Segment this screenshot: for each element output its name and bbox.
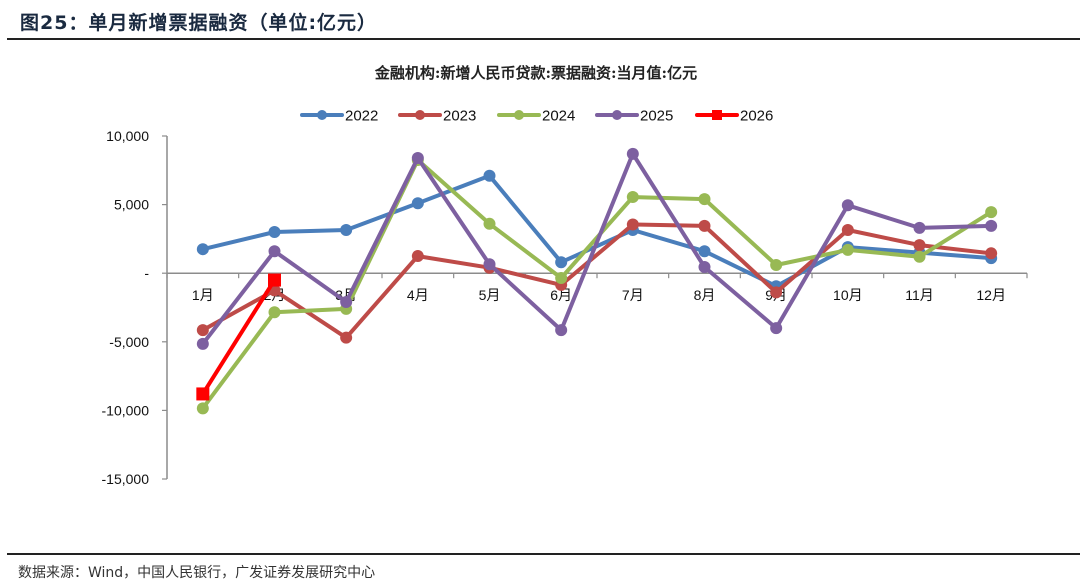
data-point <box>698 219 711 232</box>
data-point <box>555 256 568 269</box>
data-point <box>340 296 353 309</box>
data-point <box>698 193 711 206</box>
data-point <box>411 151 424 164</box>
data-point <box>268 306 281 319</box>
legend-item-2022: 2022 <box>300 108 378 125</box>
y-tick-label: -10,000 <box>102 402 150 418</box>
bottom-rule <box>7 553 1080 555</box>
y-tick-label: - <box>144 265 149 281</box>
data-point <box>411 250 424 263</box>
top-rule <box>7 38 1080 40</box>
data-point <box>770 258 783 271</box>
data-point <box>913 239 926 252</box>
data-point <box>913 221 926 234</box>
x-tick-label: 6月 <box>550 287 572 303</box>
x-tick-label: 4月 <box>407 287 429 303</box>
series-line-2026 <box>200 278 277 396</box>
legend-marker <box>317 110 327 120</box>
data-point <box>626 191 639 204</box>
series-2026 <box>196 273 281 401</box>
data-point <box>196 324 209 337</box>
data-point <box>196 243 209 256</box>
x-tick-label: 1月 <box>192 287 214 303</box>
series-layer <box>196 147 998 415</box>
x-tick-label: 11月 <box>905 287 934 303</box>
data-point <box>698 245 711 258</box>
x-tick-label: 12月 <box>976 287 1006 303</box>
figure-title: 图25：单月新增票据融资（单位:亿元） <box>20 12 378 34</box>
data-point <box>196 387 210 401</box>
data-point <box>841 243 854 256</box>
data-point <box>483 258 496 271</box>
data-point <box>268 245 281 258</box>
data-point <box>483 217 496 230</box>
x-tick-label: 10月 <box>833 287 863 303</box>
y-tick-label: -15,000 <box>102 471 150 487</box>
series-line-2022 <box>200 173 994 289</box>
data-point <box>985 206 998 219</box>
data-point <box>411 197 424 210</box>
data-point <box>913 250 926 263</box>
data-point <box>626 218 639 231</box>
data-point <box>985 247 998 260</box>
x-tick-label: 8月 <box>694 287 716 303</box>
legend-label: 2025 <box>640 108 673 125</box>
legend-marker <box>415 110 425 120</box>
data-point <box>196 337 209 350</box>
source-note: 数据来源：Wind，中国人民银行，广发证券发展研究中心 <box>18 565 376 581</box>
data-point <box>985 219 998 232</box>
legend-label: 2023 <box>443 108 476 125</box>
data-point <box>626 147 639 160</box>
data-point <box>698 261 711 274</box>
y-tick-label: 10,000 <box>106 128 149 144</box>
legend-label: 2024 <box>542 108 575 125</box>
chart-title: 金融机构:新增人民币贷款:票据融资:当月值:亿元 <box>374 64 697 82</box>
legend-label: 2026 <box>740 108 773 125</box>
x-tick-label: 7月 <box>622 287 644 303</box>
series-line-2023 <box>200 222 994 340</box>
data-point <box>841 223 854 236</box>
y-tick-label: -5,000 <box>109 334 149 350</box>
data-point <box>268 273 281 287</box>
data-point <box>770 286 783 299</box>
legend-item-2026: 2026 <box>695 108 773 125</box>
legend-marker <box>612 110 622 120</box>
data-point <box>841 199 854 212</box>
series-line-2025 <box>200 151 994 346</box>
series-2024 <box>196 154 998 415</box>
legend-item-2023: 2023 <box>398 108 476 125</box>
legend-marker <box>712 110 722 120</box>
legend: 2022 2023 2024 2025 2026 <box>300 108 773 125</box>
data-point <box>268 226 281 239</box>
data-point <box>340 223 353 236</box>
series-2025 <box>196 147 998 350</box>
legend-marker <box>514 110 524 120</box>
data-point <box>555 272 568 285</box>
data-point <box>555 324 568 337</box>
y-tick-label: 5,000 <box>114 197 149 213</box>
data-point <box>196 402 209 415</box>
legend-item-2024: 2024 <box>497 108 575 125</box>
legend-label: 2022 <box>345 108 378 125</box>
legend-item-2025: 2025 <box>595 108 673 125</box>
data-point <box>770 322 783 335</box>
data-point <box>483 169 496 182</box>
x-tick-label: 5月 <box>479 287 501 303</box>
data-point <box>340 331 353 344</box>
